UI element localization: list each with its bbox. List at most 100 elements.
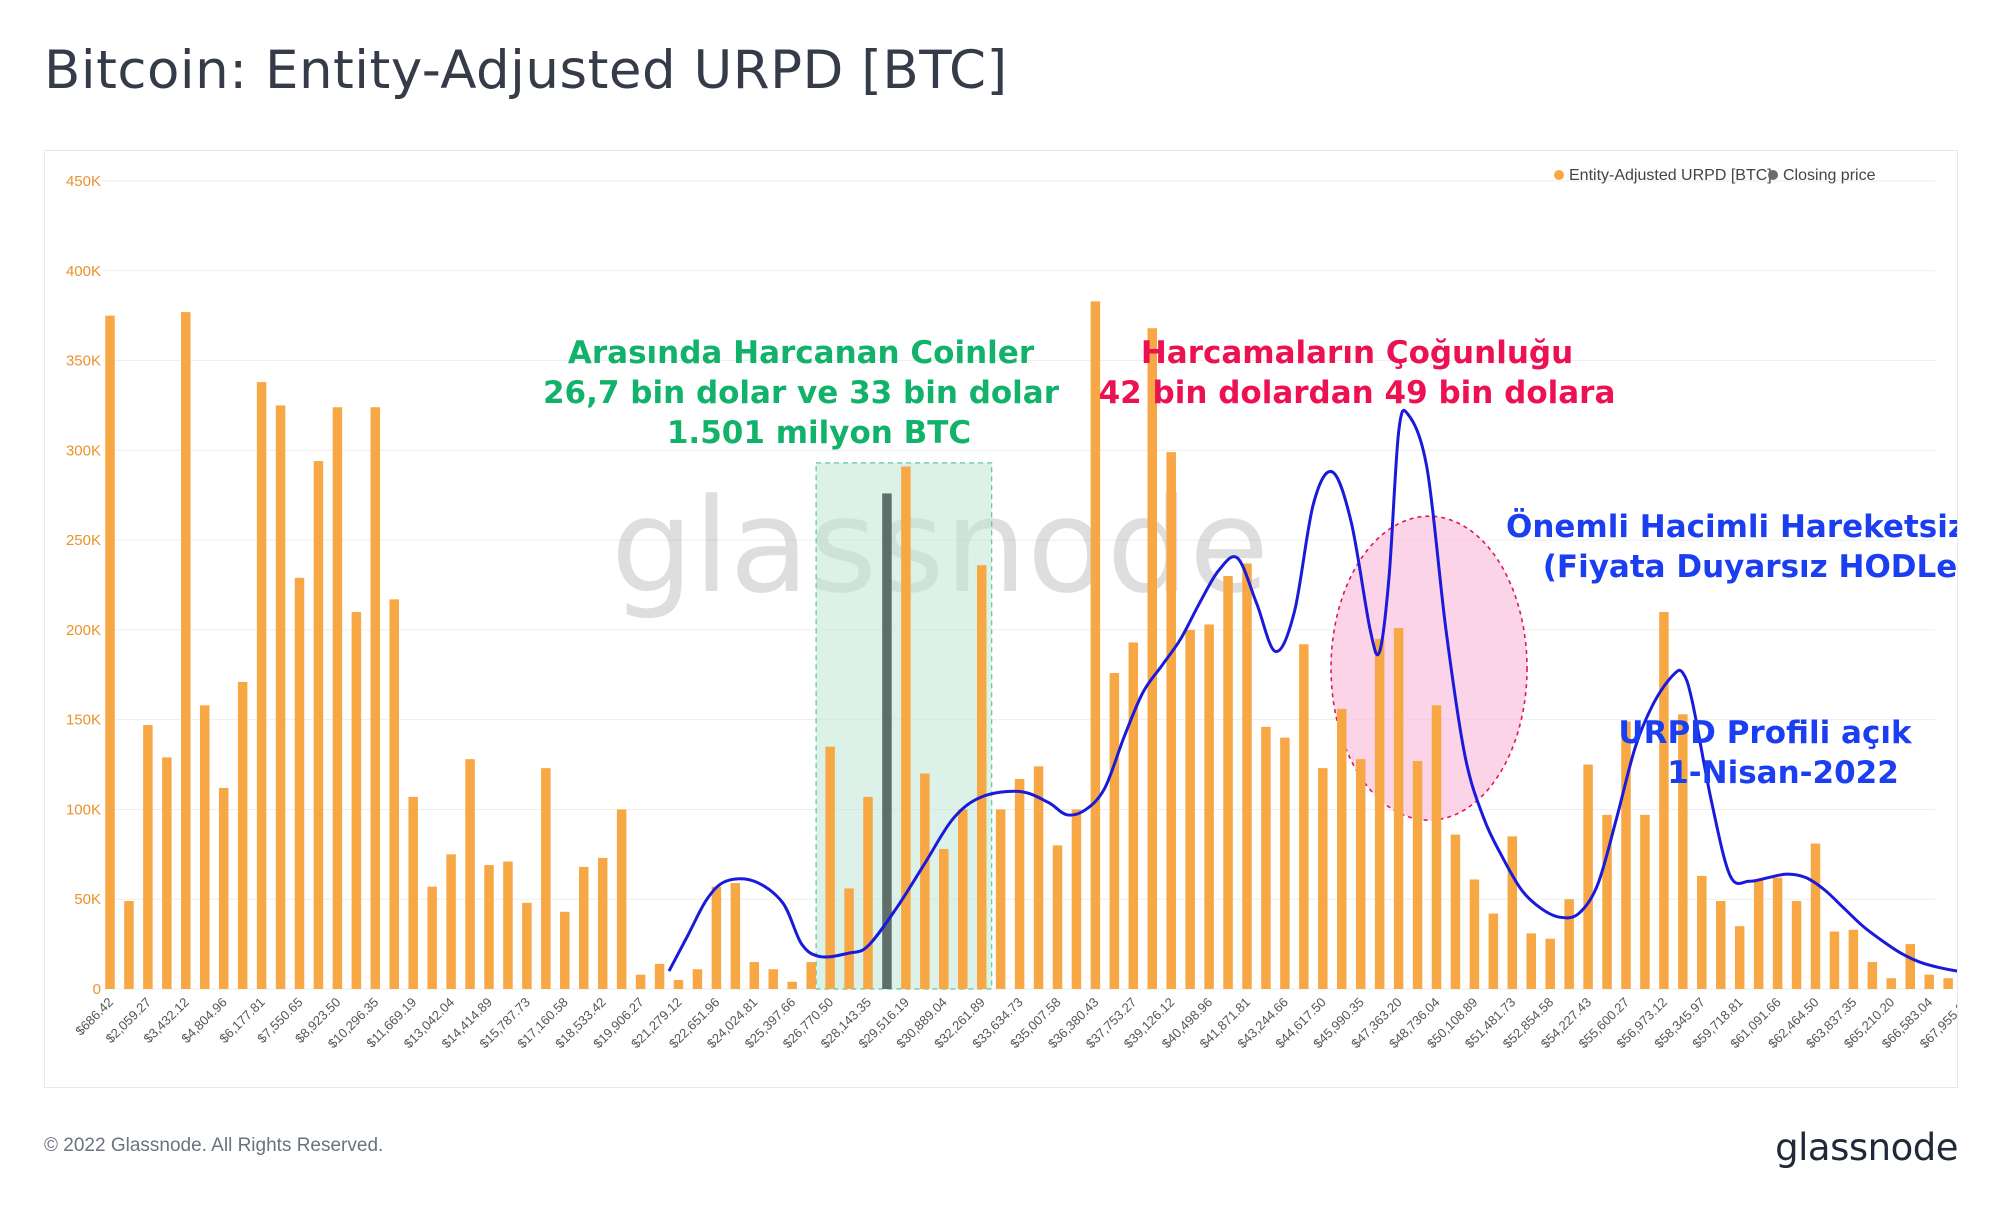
urpd-bar (787, 981, 797, 989)
urpd-chart: glassnode 050K100K150K200K250K300K350K40… (66, 167, 1957, 1052)
legend-closing-marker (1768, 170, 1778, 180)
urpd-bar (1734, 926, 1745, 989)
urpd-bar (1071, 809, 1082, 989)
page-title: Bitcoin: Entity-Adjusted URPD [BTC] (44, 40, 1008, 101)
urpd-bar (1848, 929, 1859, 989)
urpd-bar (1526, 933, 1536, 989)
urpd-bar (465, 759, 475, 989)
urpd-bar (939, 848, 949, 989)
urpd-bar (1450, 834, 1461, 989)
urpd-bar (1431, 705, 1442, 989)
urpd-bar (143, 725, 153, 989)
urpd-bar (1128, 642, 1139, 989)
y-tick-label: 250K (66, 532, 101, 549)
urpd-bar (181, 312, 191, 989)
copyright-text: © 2022 Glassnode. All Rights Reserved. (44, 1135, 384, 1156)
urpd-bar (1772, 877, 1783, 989)
red-annotation-line: 42 bin dolardan 49 bin dolara (1099, 375, 1616, 411)
urpd-bar (1393, 628, 1404, 989)
grid-layer (103, 180, 1935, 990)
urpd-bar (616, 809, 627, 989)
urpd-bar (1166, 452, 1176, 989)
urpd-bar (673, 980, 684, 989)
urpd-bar (1545, 938, 1555, 989)
urpd-bar (1299, 644, 1309, 989)
profile-curve (667, 408, 1957, 973)
urpd-bar (294, 577, 305, 989)
urpd-bar (503, 861, 513, 989)
urpd-bar (1829, 931, 1840, 989)
urpd-bar (370, 407, 381, 989)
urpd-bar (1678, 714, 1688, 989)
urpd-bar (749, 962, 760, 989)
urpd-bar (1659, 611, 1669, 989)
urpd-bar (1261, 726, 1271, 989)
urpd-bar (1867, 962, 1878, 989)
green-annotation-line: 1.501 milyon BTC (667, 415, 971, 451)
urpd-bar (427, 886, 437, 989)
green-annotation-line: 26,7 bin dolar ve 33 bin dolar (543, 375, 1060, 411)
urpd-bar (1507, 836, 1518, 989)
legend[interactable]: Entity-Adjusted URPD [BTC] Closing price (1554, 167, 1876, 184)
annotation-layer: Arasında Harcanan Coinler 26,7 bin dolar … (543, 335, 1957, 791)
urpd-bar (484, 865, 494, 989)
urpd-bar (1185, 629, 1195, 989)
urpd-bar (901, 466, 911, 989)
red-annotation-line: Harcamaların Çoğunluğu (1141, 335, 1573, 371)
urpd-bar (1886, 978, 1897, 989)
y-tick-label: 300K (66, 442, 101, 459)
urpd-bar (1469, 879, 1480, 989)
urpd-bar (1905, 944, 1915, 989)
y-tick-label: 200K (66, 622, 101, 639)
green-annotation-line: Arasında Harcanan Coinler (568, 335, 1035, 371)
urpd-bar (825, 746, 835, 989)
closing-price-bar (882, 493, 892, 989)
y-tick-label: 450K (66, 173, 101, 190)
urpd-profile-line (667, 408, 1957, 973)
urpd-bar (1412, 760, 1423, 989)
legend-closing-label[interactable]: Closing price (1783, 167, 1876, 184)
chart-frame: glassnode 050K100K150K200K250K300K350K40… (44, 150, 1958, 1088)
x-axis-ticks: $686.42$2,059.27$3,432.12$4,804.96$6,177… (72, 995, 1957, 1052)
urpd-bar (1147, 328, 1157, 989)
blue-top-annotation-line: (Fiyata Duyarsız HODLers) (1543, 549, 1957, 585)
urpd-bar (105, 315, 115, 989)
urpd-bar (560, 911, 570, 989)
urpd-bar (541, 768, 551, 989)
legend-urpd-label[interactable]: Entity-Adjusted URPD [BTC] (1569, 167, 1772, 184)
urpd-bar (1090, 301, 1101, 989)
y-tick-label: 0 (93, 981, 101, 998)
urpd-bar (1318, 768, 1328, 989)
blue-bottom-annotation-line: 1-Nisan-2022 (1667, 755, 1899, 791)
urpd-bar (863, 796, 873, 989)
legend-urpd-marker (1554, 170, 1564, 180)
urpd-bar (200, 705, 210, 989)
urpd-bar (635, 974, 646, 989)
y-tick-label: 100K (66, 801, 101, 818)
urpd-bar (1640, 814, 1650, 989)
urpd-bar (1033, 766, 1044, 989)
urpd-bar (237, 681, 248, 989)
urpd-bar (162, 757, 172, 989)
blue-top-annotation-line: Önemli Hacimli Hareketsiz Arz (1506, 508, 1957, 545)
urpd-bar (579, 866, 589, 989)
urpd-bar (1791, 901, 1802, 989)
urpd-bar (768, 969, 778, 989)
urpd-bar (995, 809, 1006, 989)
glassnode-logo[interactable]: glassnode (1775, 1126, 1958, 1169)
urpd-bar (522, 902, 532, 989)
urpd-bar (275, 405, 286, 989)
urpd-bar (1924, 974, 1934, 989)
urpd-bar (1109, 672, 1120, 989)
urpd-bar (1602, 814, 1612, 989)
urpd-bar (1280, 737, 1290, 989)
urpd-bar (1014, 778, 1025, 989)
y-tick-label: 150K (66, 712, 101, 729)
urpd-bar (1697, 875, 1707, 989)
urpd-bar (1223, 576, 1233, 989)
blue-bottom-annotation-line: URPD Profili açık (1618, 715, 1913, 751)
urpd-bar (1943, 978, 1953, 989)
urpd-bar (446, 854, 456, 989)
urpd-bar (958, 809, 968, 989)
urpd-bar (1355, 759, 1366, 989)
